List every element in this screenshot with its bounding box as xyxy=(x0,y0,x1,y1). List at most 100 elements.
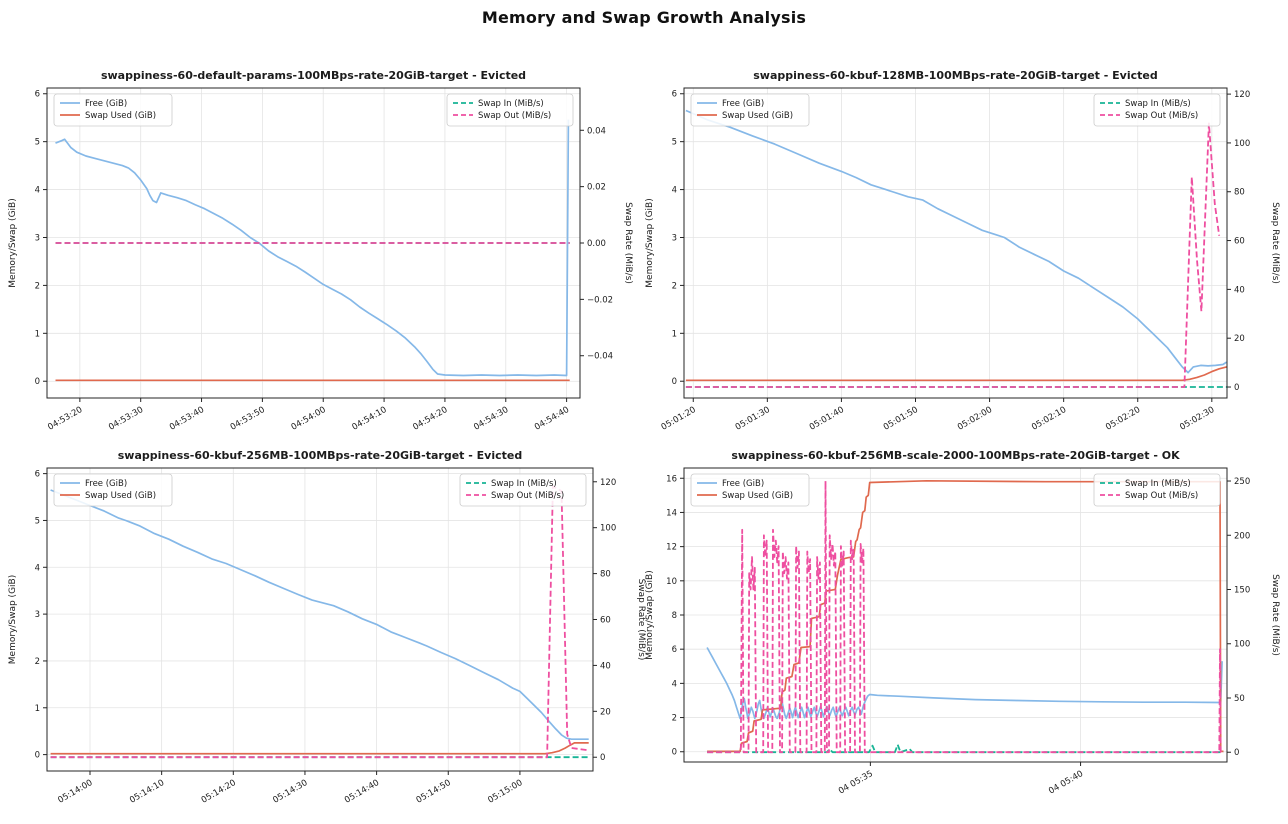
chart-4: 04 05:35 04 05:40 0 2 4 6 8 10 12 14 16 0 50 100 150 20… xyxy=(645,449,1280,797)
y-tick-label-left: 16 xyxy=(666,474,677,484)
y-tick-label-left: 12 xyxy=(666,543,677,553)
legend-left xyxy=(53,473,173,507)
legend-right xyxy=(1093,93,1221,127)
y-axis-label-right: Swap Rate (MiB/s) xyxy=(1270,202,1280,284)
x-tick-label: 05:02:00 xyxy=(956,405,994,433)
legend-left xyxy=(53,93,173,127)
y-tick-label-right: 0 xyxy=(1234,383,1239,393)
y-tick-label-right: 20 xyxy=(600,707,611,717)
y-tick-label-left: 2 xyxy=(672,714,677,724)
x-tick-label: 04:54:30 xyxy=(472,405,510,433)
chart-title: swappiness-60-kbuf-128MB-100MBps-rate-20… xyxy=(753,69,1157,82)
series-free-line xyxy=(685,109,1227,374)
y-tick-label-left: 1 xyxy=(672,329,677,339)
y-tick-label-left: 0 xyxy=(672,748,677,758)
x-tick-label: 04:53:20 xyxy=(46,405,84,433)
series-free-line xyxy=(50,489,589,741)
y-tick-label-right: 0.02 xyxy=(587,183,606,193)
y-tick-label-right: 200 xyxy=(1234,531,1250,541)
y-tick-label-left: 2 xyxy=(35,281,40,291)
y-tick-label-right: 0.00 xyxy=(587,239,606,249)
x-tick-label: 04:54:10 xyxy=(351,405,389,433)
y-tick-label-right: 120 xyxy=(600,478,616,488)
y-tick-label-left: 5 xyxy=(35,516,40,526)
x-tick-label: 05:02:30 xyxy=(1178,405,1216,433)
y-tick-label-left: 2 xyxy=(35,657,40,667)
y-tick-label-left: 1 xyxy=(35,329,40,339)
y-tick-label-right: 60 xyxy=(1234,237,1245,247)
legend-label: Free (GiB) xyxy=(722,479,764,489)
y-tick-label-right: 250 xyxy=(1234,477,1250,487)
legend-label: Free (GiB) xyxy=(85,479,127,489)
x-tick-label: 05:14:30 xyxy=(271,778,309,806)
y-tick-label-left: 1 xyxy=(35,704,40,714)
y-axis-label-left: Memory/Swap (GiB) xyxy=(8,575,18,664)
legend-label: Swap In (MiB/s) xyxy=(1125,99,1191,109)
y-axis-label-left: Memory/Swap (GiB) xyxy=(8,198,18,287)
plot-frame xyxy=(683,87,1228,399)
y-tick-label-right: 0 xyxy=(600,753,605,763)
x-tick-label: 05:14:00 xyxy=(56,778,94,806)
legend-label: Swap Out (MiB/s) xyxy=(1125,111,1198,121)
y-tick-label-left: 4 xyxy=(35,563,40,573)
plot-frame xyxy=(46,467,594,772)
x-tick-label: 05:02:10 xyxy=(1030,405,1068,433)
y-axis-label-right: Swap Rate (MiB/s) xyxy=(623,202,633,284)
y-axis-label-left: Memory/Swap (GiB) xyxy=(645,198,655,287)
legend-label: Swap Out (MiB/s) xyxy=(1125,491,1198,501)
y-tick-label-left: 5 xyxy=(672,138,677,148)
figure-title: Memory and Swap Growth Analysis xyxy=(481,8,807,27)
legend-left xyxy=(690,93,810,127)
y-tick-label-right: 40 xyxy=(600,661,611,671)
y-tick-label-right: 100 xyxy=(600,524,616,534)
legend-label: Swap Used (GiB) xyxy=(85,491,156,501)
legend-label: Swap In (MiB/s) xyxy=(1125,479,1191,489)
y-tick-label-right: 100 xyxy=(1234,139,1250,149)
series-swap_in-line xyxy=(707,743,1224,754)
series-swap_out-line xyxy=(707,480,1224,754)
legend-label: Swap Used (GiB) xyxy=(722,491,793,501)
y-tick-label-left: 2 xyxy=(672,281,677,291)
y-tick-label-left: 6 xyxy=(35,90,40,100)
y-tick-label-right: 80 xyxy=(1234,188,1245,198)
x-tick-label: 04:54:20 xyxy=(411,405,449,433)
y-tick-label-right: 100 xyxy=(1234,640,1250,650)
x-tick-label: 04:53:50 xyxy=(229,405,267,433)
x-tick-label: 05:01:50 xyxy=(882,405,920,433)
legend-label: Swap In (MiB/s) xyxy=(478,99,544,109)
x-tick-label: 04:54:40 xyxy=(533,405,571,433)
y-tick-label-right: −0.02 xyxy=(587,295,613,305)
chart-title: swappiness-60-default-params-100MBps-rat… xyxy=(101,69,526,82)
y-tick-label-right: 120 xyxy=(1234,90,1250,100)
y-tick-label-right: 0 xyxy=(1234,748,1239,758)
legend-label: Free (GiB) xyxy=(722,99,764,109)
x-tick-label: 05:14:10 xyxy=(128,778,166,806)
y-tick-label-right: 0.04 xyxy=(587,126,606,136)
series-swap_used-line xyxy=(50,742,589,755)
legend-label: Swap Used (GiB) xyxy=(85,111,156,121)
y-tick-label-left: 6 xyxy=(35,470,40,480)
x-tick-label: 05:15:00 xyxy=(486,778,524,806)
y-tick-label-left: 4 xyxy=(35,186,40,196)
y-tick-label-left: 5 xyxy=(35,138,40,148)
x-tick-label: 04:54:00 xyxy=(290,405,328,433)
x-tick-label: 04:53:30 xyxy=(107,405,145,433)
y-tick-label-left: 8 xyxy=(672,611,677,621)
x-tick-label: 05:02:20 xyxy=(1104,405,1142,433)
x-tick-label: 05:14:50 xyxy=(415,778,453,806)
legend-label: Swap Out (MiB/s) xyxy=(478,111,551,121)
chart-title: swappiness-60-kbuf-256MB-scale-2000-100M… xyxy=(731,449,1180,462)
series-group xyxy=(706,479,1224,754)
x-tick-label: 04 05:35 xyxy=(837,769,875,797)
chart-1: 04:53:20 04:53:30 04:53:40 04:53:50 04:54:00… xyxy=(8,69,633,433)
series-group xyxy=(685,109,1227,388)
y-tick-label-left: 0 xyxy=(35,751,40,761)
y-axis-label-left: Memory/Swap (GiB) xyxy=(645,570,655,659)
legend-label: Swap Used (GiB) xyxy=(722,111,793,121)
legend-left xyxy=(690,473,810,507)
y-tick-label-left: 6 xyxy=(672,90,677,100)
y-tick-label-right: 60 xyxy=(600,616,611,626)
y-tick-label-left: 6 xyxy=(672,645,677,655)
